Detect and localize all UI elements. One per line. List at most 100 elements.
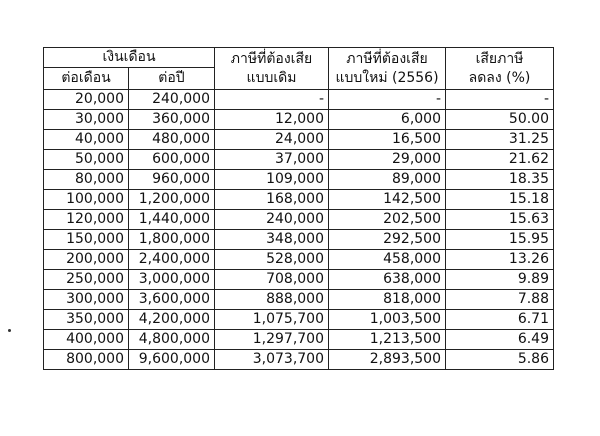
data-cell: 21.62: [445, 149, 554, 170]
data-cell: 6.49: [445, 329, 554, 350]
data-cell: 168,000: [214, 189, 329, 210]
data-cell: 1,297,700: [214, 329, 329, 350]
data-cell: 40,000: [43, 129, 129, 150]
data-cell: 13.26: [445, 249, 554, 270]
data-cell: 600,000: [128, 149, 215, 170]
data-row: 100,000 1,200,000 168,000 142,500 15.18: [43, 189, 554, 210]
data-cell: -: [445, 89, 554, 110]
data-row: 300,000 3,600,000 888,000 818,000 7.88: [43, 289, 554, 310]
data-cell: 292,500: [328, 229, 446, 250]
data-cell: 458,000: [328, 249, 446, 270]
data-cell: 480,000: [128, 129, 215, 150]
data-cell: 3,073,700: [214, 349, 329, 370]
data-cell: 1,440,000: [128, 209, 215, 230]
data-cell: 4,200,000: [128, 309, 215, 330]
data-cell: 18.35: [445, 169, 554, 190]
data-cell: 1,200,000: [128, 189, 215, 210]
data-cell: 16,500: [328, 129, 446, 150]
scan-speck: [8, 329, 11, 332]
data-cell: 50.00: [445, 109, 554, 130]
data-row: 800,000 9,600,000 3,073,700 2,893,500 5.86: [43, 349, 554, 370]
data-cell: 3,600,000: [128, 289, 215, 310]
data-cell: 888,000: [214, 289, 329, 310]
data-cell: 1,213,500: [328, 329, 446, 350]
data-cell: 350,000: [43, 309, 129, 330]
data-cell: 89,000: [328, 169, 446, 190]
data-row: 40,000 480,000 24,000 16,500 31.25: [43, 129, 554, 150]
data-cell: 1,075,700: [214, 309, 329, 330]
data-cell: 202,500: [328, 209, 446, 230]
data-cell: 100,000: [43, 189, 129, 210]
header-line: ภาษีที่ต้องเสีย: [346, 50, 428, 67]
data-row: 50,000 600,000 37,000 29,000 21.62: [43, 149, 554, 170]
data-cell: 708,000: [214, 269, 329, 290]
data-cell: 120,000: [43, 209, 129, 230]
header-cell: เงินเดือน: [43, 47, 215, 68]
data-cell: 348,000: [214, 229, 329, 250]
data-cell: 960,000: [128, 169, 215, 190]
data-cell: 7.88: [445, 289, 554, 310]
data-cell: 4,800,000: [128, 329, 215, 350]
data-cell: 6.71: [445, 309, 554, 330]
data-cell: 20,000: [43, 89, 129, 110]
data-cell: 12,000: [214, 109, 329, 130]
data-cell: 360,000: [128, 109, 215, 130]
data-row: 150,000 1,800,000 348,000 292,500 15.95: [43, 229, 554, 250]
header-cell: ภาษีที่ต้องเสียแบบเดิม: [214, 47, 329, 90]
data-row: 250,000 3,000,000 708,000 638,000 9.89: [43, 269, 554, 290]
data-cell: 30,000: [43, 109, 129, 130]
data-cell: 1,800,000: [128, 229, 215, 250]
data-cell: 200,000: [43, 249, 129, 270]
data-cell: -: [214, 89, 329, 110]
data-cell: 29,000: [328, 149, 446, 170]
data-cell: 9,600,000: [128, 349, 215, 370]
data-row: 30,000 360,000 12,000 6,000 50.00: [43, 109, 554, 130]
data-row: 20,000 240,000- - -: [43, 89, 554, 110]
header-line: แบบใหม่ (2556): [335, 69, 439, 86]
header-line: เสียภาษี: [475, 50, 524, 67]
data-cell: 1,003,500: [328, 309, 446, 330]
data-cell: 300,000: [43, 289, 129, 310]
data-cell: 240,000: [128, 89, 215, 110]
data-row: 120,000 1,440,000 240,000 202,500 15.63: [43, 209, 554, 230]
data-cell: 240,000: [214, 209, 329, 230]
data-cell: 142,500: [328, 189, 446, 210]
data-cell: 150,000: [43, 229, 129, 250]
header-line: ลดลง (%): [468, 69, 531, 86]
data-cell: 250,000: [43, 269, 129, 290]
data-cell: 2,893,500: [328, 349, 446, 370]
header-cell: ภาษีที่ต้องเสียแบบใหม่ (2556): [328, 47, 446, 90]
data-cell: 109,000: [214, 169, 329, 190]
data-cell: 638,000: [328, 269, 446, 290]
tax-table: เงินเดือน ภาษีที่ต้องเสียแบบเดิม ภาษีที่…: [43, 47, 554, 370]
data-row: 80,000 960,000 109,000 89,000 18.35: [43, 169, 554, 190]
header-line: ภาษีที่ต้องเสีย: [230, 50, 313, 67]
data-cell: 6,000: [328, 109, 446, 130]
table-body: เงินเดือน ภาษีที่ต้องเสียแบบเดิม ภาษีที่…: [43, 47, 554, 370]
header-line: แบบเดิม: [246, 69, 297, 86]
header-cell: ต่อปี: [128, 67, 215, 90]
data-cell: 15.63: [445, 209, 554, 230]
data-cell: 37,000: [214, 149, 329, 170]
data-cell: 3,000,000: [128, 269, 215, 290]
header-row: เงินเดือน ภาษีที่ต้องเสียแบบเดิม ภาษีที่…: [43, 47, 554, 90]
data-cell: -: [328, 89, 446, 110]
data-row: 400,000 4,800,000 1,297,700 1,213,500 6.49: [43, 329, 554, 350]
data-row: 350,000 4,200,000 1,075,700 1,003,500 6.71: [43, 309, 554, 330]
data-cell: 5.86: [445, 349, 554, 370]
data-cell: 818,000: [328, 289, 446, 310]
data-cell: 50,000: [43, 149, 129, 170]
data-row: 200,000 2,400,000 528,000 458,000 13.26: [43, 249, 554, 270]
data-cell: 80,000: [43, 169, 129, 190]
data-cell: 24,000: [214, 129, 329, 150]
data-cell: 528,000: [214, 249, 329, 270]
data-cell: 400,000: [43, 329, 129, 350]
header-cell: เสียภาษีลดลง (%): [445, 47, 554, 90]
data-cell: 9.89: [445, 269, 554, 290]
data-cell: 31.25: [445, 129, 554, 150]
data-cell: 800,000: [43, 349, 129, 370]
data-cell: 2,400,000: [128, 249, 215, 270]
data-cell: 15.18: [445, 189, 554, 210]
data-cell: 15.95: [445, 229, 554, 250]
